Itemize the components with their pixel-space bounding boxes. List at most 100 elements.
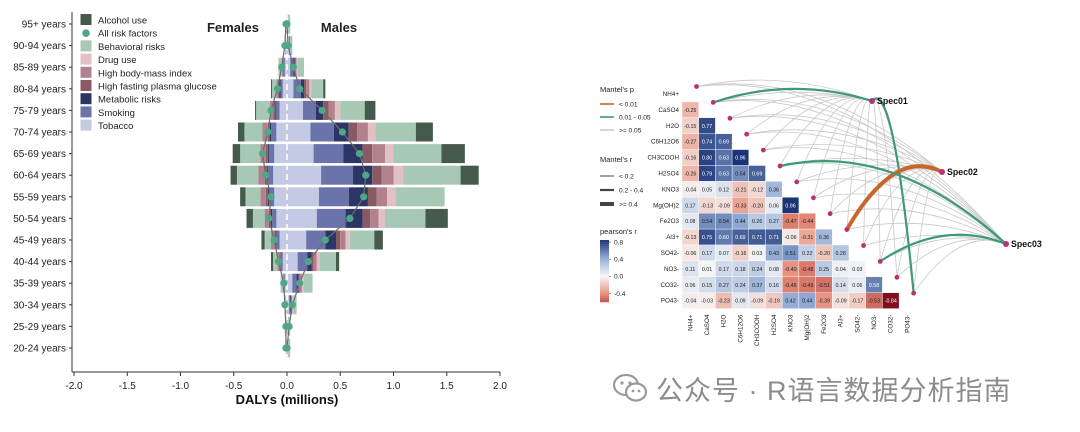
row-label: H2O [666,123,679,130]
bar-segment [271,252,274,272]
cell-value: 0.15 [702,283,712,289]
bar-segment [378,208,385,228]
row-label: Fe2O3 [660,218,680,225]
mantel-link [763,144,943,173]
males-title: Males [321,20,357,35]
risk-point [278,63,286,71]
risk-point [267,193,275,201]
risk-point [304,258,312,266]
mantel-link [813,193,1007,245]
cell-value: -0.51 [818,283,830,289]
row-label: KNO3 [662,186,680,193]
bar-segment [362,144,373,164]
cell-value: -0.25 [684,108,696,114]
bar-segment [264,230,272,250]
cell-value: -0.40 [785,267,797,273]
row-label: C6H12O6 [651,139,679,146]
colorbar-segment [600,283,609,286]
mantel-link-strong [779,160,1007,245]
cell-value: 0.51 [785,251,795,257]
colorbar-segment [600,254,609,257]
cell-value: 0.44 [802,299,812,305]
cell-value: 0.01 [702,267,712,273]
cell-value: 0.14 [835,283,845,289]
bar-segment [287,165,322,185]
watermark: 公众号 · R语言数据分析指南 [612,368,1072,408]
y-tick-label: 65-69 years [13,149,66,160]
cell-value: 0.44 [735,219,745,225]
cell-value: -0.27 [684,140,696,146]
bar-segment [384,144,394,164]
mantel-link [829,98,873,214]
bar-segment [306,230,326,250]
cell-value: 0.63 [719,156,729,162]
mantel-link [729,115,1007,245]
cell-value: -0.04 [684,299,696,305]
bar-segment [372,144,385,164]
cell-value: 0.27 [719,283,729,289]
bar-segment [425,208,448,228]
cell-value: -0.09 [751,299,763,305]
cell-value: 0.12 [719,187,729,193]
row-label: CH3COOH [648,155,680,162]
cell-value: 0.79 [702,171,712,177]
cell-value: -0.04 [684,187,696,193]
risk-point [283,20,291,28]
y-tick-label: 30-34 years [13,300,66,311]
bar-segment [244,122,263,142]
bar-segment [335,230,341,250]
cell-value: 0.58 [869,283,879,289]
risk-point [273,85,282,93]
bar-segment [367,187,377,207]
cell-value: 0.22 [802,251,812,257]
colorbar-tick-label: 0.0 [614,274,623,281]
risk-point [270,236,278,244]
legend-key [80,80,92,91]
bar-segment [236,165,259,185]
bar-segment [272,208,277,228]
legend-key [82,29,90,37]
risk-point [355,150,364,158]
colorbar-segment [600,268,609,272]
cell-value: 0.77 [702,124,712,130]
bar-segment [345,230,350,250]
bar-segment [415,122,433,142]
bar-segment [349,230,375,250]
x-tick-label: -1.5 [119,381,137,392]
col-label: CO32- [888,315,895,334]
bar-segment [275,100,277,120]
colorbar-segment [600,264,609,268]
bar-segment [287,208,317,228]
bar-segment [297,57,305,77]
mantel-link-strong [871,97,915,294]
bar-segment [340,100,365,120]
x-tick-label: 0.0 [280,381,294,392]
cell-value: 0.25 [819,267,829,273]
colorbar-segment [600,240,609,243]
bar-segment [292,273,297,293]
bar-segment [276,208,287,228]
mantel-link [830,208,1007,245]
legend-key [80,106,92,118]
bar-segment [403,165,461,185]
bar-segment [256,100,270,120]
cell-value: 0.54 [735,171,745,177]
mantel-chart: -0.25 -0.15 0.77 -0.27 0.74 0.69 -0.16 0.80 0.63… [600,79,1042,346]
col-label: CH3COOH [754,314,761,346]
legend-p-title: Mantel's p [600,85,634,94]
mantel-link [696,83,943,173]
variable-node [777,163,783,169]
x-tick-label: -2.0 [65,381,83,392]
colorbar-tick-label: -0.4 [614,291,626,298]
bar-segment [376,187,388,207]
row-label: Al3+ [666,234,679,241]
cell-value: -0.06 [684,251,696,257]
bar-segment [255,100,257,120]
bar-segment [287,100,303,120]
bar-segment [370,208,379,228]
bar-segment [282,252,287,272]
cell-value: 0.17 [702,251,712,257]
cell-value: -0.44 [801,219,813,225]
legend-label: Behavioral risks [98,42,165,53]
species-node [869,98,875,104]
